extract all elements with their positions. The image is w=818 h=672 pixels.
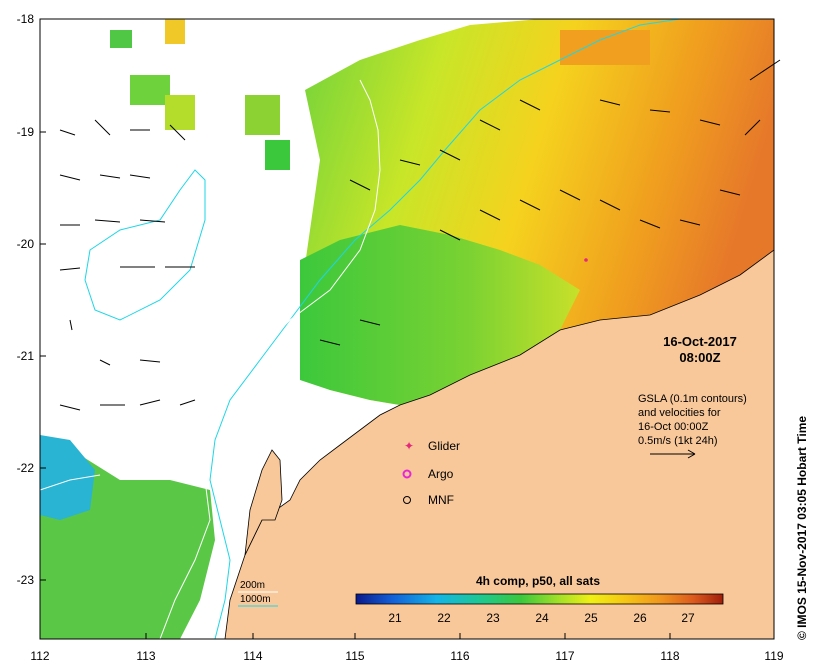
lon-tick-labels: 112 113 114 115 116 117 118 119 xyxy=(30,649,783,663)
sst-field xyxy=(40,19,774,639)
scale-arrow xyxy=(650,449,696,459)
colorbar-ticks: 21 22 23 24 25 26 27 xyxy=(388,611,695,625)
glider-track-marker xyxy=(584,258,588,262)
colorbar-tick: 21 xyxy=(388,611,402,625)
gsla-line-1: GSLA (0.1m contours) xyxy=(638,393,747,405)
lon-label: 118 xyxy=(660,649,679,663)
lon-label: 115 xyxy=(345,649,364,663)
colorbar-title: 4h comp, p50, all sats xyxy=(476,574,600,588)
mnf-icon xyxy=(403,496,411,504)
gsla-line-3: 16-Oct 00:00Z xyxy=(638,421,709,433)
copyright-text: © IMOS 15-Nov-2017 03:05 Hobart Time xyxy=(795,416,809,640)
glider-icon: ✦ xyxy=(404,439,414,453)
colorbar-tick: 27 xyxy=(681,611,695,625)
lat-label: -19 xyxy=(17,125,35,139)
isobath-200-label: 200m xyxy=(240,580,265,591)
legend-glider: Glider xyxy=(428,439,460,453)
argo-icon xyxy=(402,469,412,479)
peninsula xyxy=(244,449,283,556)
lon-ticks xyxy=(39,633,775,639)
date-label: 16-Oct-2017 xyxy=(663,334,737,349)
contours xyxy=(39,18,681,640)
colorbar-tick: 22 xyxy=(437,611,451,625)
lat-ticks xyxy=(40,18,46,581)
lat-label: -20 xyxy=(17,237,35,251)
lon-label: 116 xyxy=(450,649,469,663)
legend-argo: Argo xyxy=(428,467,454,481)
colorbar-tick: 24 xyxy=(535,611,549,625)
lon-label: 119 xyxy=(764,649,783,663)
colorbar-tick: 26 xyxy=(633,611,647,625)
lon-label: 113 xyxy=(136,649,155,663)
time-label: 08:00Z xyxy=(679,350,720,365)
colorbar xyxy=(355,593,724,605)
lat-tick-labels: -18 -19 -20 -21 -22 -23 xyxy=(17,12,35,587)
lat-label: -21 xyxy=(17,349,35,363)
lon-label: 114 xyxy=(243,649,262,663)
lat-label: -22 xyxy=(17,461,35,475)
lon-label: 112 xyxy=(30,649,49,663)
lat-label: -18 xyxy=(17,12,35,26)
velocity-arrows xyxy=(59,59,781,411)
gsla-line-4: 0.5m/s (1kt 24h) xyxy=(638,435,717,447)
legend-mnf: MNF xyxy=(428,493,454,507)
colorbar-tick: 23 xyxy=(486,611,500,625)
colorbar-tick: 25 xyxy=(584,611,598,625)
plot-frame xyxy=(39,18,775,640)
lat-label: -23 xyxy=(17,573,35,587)
isobath-1000-label: 1000m xyxy=(240,594,271,605)
lon-label: 117 xyxy=(555,649,574,663)
gsla-line-2: and velocities for xyxy=(638,407,721,419)
